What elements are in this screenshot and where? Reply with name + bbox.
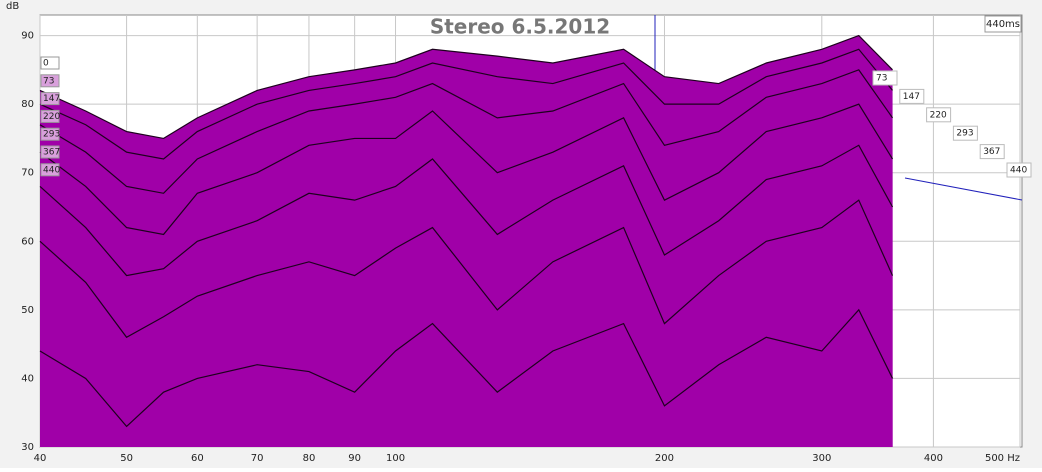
slice-line: [39, 144, 894, 277]
x-tick-label: 90: [348, 453, 361, 464]
depth-label-box: [926, 107, 952, 123]
slice-line: [39, 34, 893, 140]
slice-label-box: [40, 127, 60, 141]
x-tick-label: 500 Hz: [985, 453, 1020, 464]
x-tick-label: 70: [251, 453, 264, 464]
y-tick-label: 70: [21, 168, 34, 179]
slice-label: 147: [43, 94, 60, 104]
slice-label: 0: [43, 59, 49, 69]
y-axis-label: dB: [6, 1, 19, 12]
x-tick-label: 400: [924, 453, 943, 464]
depth-label-box: [952, 125, 978, 141]
time-box: [984, 15, 1022, 33]
slice-label-box: [40, 74, 60, 88]
x-tick-label: 100: [386, 453, 405, 464]
slice-line: [39, 69, 894, 194]
depth-label: 147: [903, 92, 920, 102]
y-tick-label: 90: [21, 31, 34, 42]
slice-label: 220: [43, 112, 60, 122]
depth-label: 73: [876, 74, 887, 84]
depth-line: [904, 177, 1023, 201]
depth-label: 220: [930, 110, 947, 120]
depth-label: 367: [983, 147, 1000, 157]
x-tick-label: 60: [191, 453, 204, 464]
slice-label: 440: [43, 165, 60, 175]
slice-line: [39, 48, 894, 160]
slice-label-box: [40, 56, 60, 70]
x-tick-label: 200: [655, 453, 674, 464]
x-tick-label: 50: [120, 453, 133, 464]
slice-line: [39, 103, 894, 236]
y-tick-label: 50: [21, 305, 34, 316]
depth-label-box: [872, 70, 898, 86]
depth-label-box: [1006, 162, 1032, 178]
x-tick-label: 300: [812, 453, 831, 464]
depth-label: 440: [1010, 166, 1027, 176]
depth-label-box: [899, 88, 925, 104]
x-tick-label: 80: [303, 453, 316, 464]
x-tick-label: 40: [34, 453, 47, 464]
slice-label-box: [40, 145, 60, 159]
depth-label: 293: [956, 129, 973, 139]
y-tick-label: 80: [21, 99, 34, 110]
slice-line: [39, 199, 894, 339]
chart-title: Stereo 6.5.2012: [430, 15, 610, 39]
slice-line: [39, 308, 894, 428]
slice-label: 293: [43, 130, 60, 140]
slice-label-box: [40, 92, 60, 106]
slice-label-box: [40, 109, 60, 123]
y-tick-label: 40: [21, 373, 34, 384]
slice-label-box: [40, 163, 60, 177]
depth-label-box: [979, 144, 1005, 160]
slice-label: 367: [43, 148, 60, 158]
y-tick-label: 60: [21, 236, 34, 247]
y-tick-label: 30: [21, 442, 34, 453]
slice-label: 73: [43, 76, 54, 86]
slice-fill: [40, 309, 893, 447]
time-label: 440ms: [986, 19, 1020, 30]
slices: [39, 34, 894, 448]
